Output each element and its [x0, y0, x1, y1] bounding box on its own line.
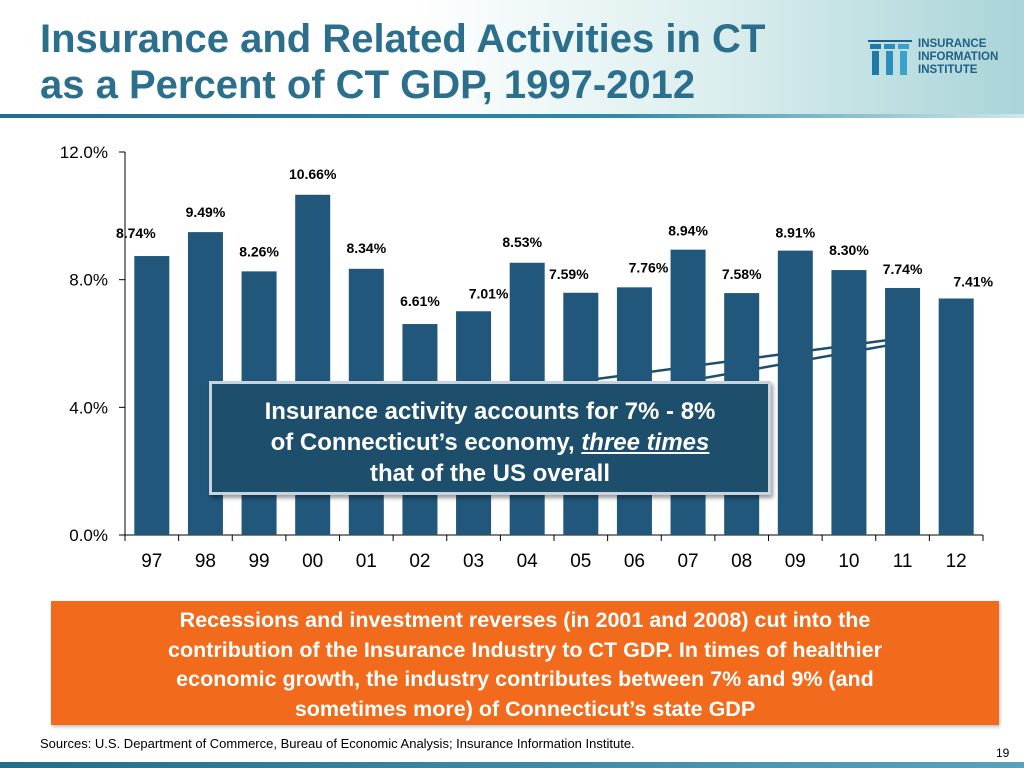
data-label: 7.58% [722, 266, 762, 282]
iii-logo: INSURANCE INFORMATION INSTITUTE [868, 36, 1018, 80]
data-label: 7.59% [549, 266, 589, 282]
callout-line-1: Insurance activity accounts for 7% - 8% [264, 398, 716, 425]
callout-line-2-text: of Connecticut’s economy, [270, 429, 575, 456]
x-tick-label: 97 [141, 551, 162, 572]
data-label: 7.76% [629, 259, 669, 275]
note-line-3: economic growth, the industry contribute… [176, 667, 874, 691]
data-label: 8.74% [116, 225, 156, 241]
note-line-2: contribution of the Insurance Industry t… [168, 637, 882, 662]
x-tick-label: 02 [409, 551, 430, 572]
data-label: 8.26% [239, 243, 279, 259]
data-label: 6.61% [400, 293, 440, 309]
slide-title: Insurance and Related Activities in CT a… [40, 16, 840, 108]
callout-emphasis: three times [581, 429, 710, 456]
x-tick-label: 05 [570, 551, 591, 572]
data-label: 8.91% [775, 225, 815, 241]
data-label: 8.53% [502, 234, 542, 250]
sources-note: Sources: U.S. Department of Commerce, Bu… [40, 736, 635, 751]
x-tick-label: 00 [302, 551, 323, 572]
data-label: 7.41% [953, 273, 993, 289]
x-tick-label: 99 [248, 551, 269, 572]
callout-line-2: of Connecticut’s economy, three times [212, 427, 768, 458]
x-tick-label: 12 [946, 551, 967, 572]
y-tick-label: 0.0% [69, 526, 108, 545]
note-line-4: sometimes more) of Connecticut’s state G… [294, 696, 756, 721]
data-label: 9.49% [186, 204, 226, 220]
data-label: 7.74% [883, 261, 923, 277]
x-tick-label: 03 [463, 551, 484, 572]
x-tick-label: 01 [356, 551, 377, 572]
x-tick-label: 08 [731, 551, 752, 572]
title-line-2: as a Percent of CT GDP, 1997-2012 [40, 63, 696, 107]
x-tick-label: 11 [893, 551, 913, 572]
callout-line-3: that of the US overall [369, 460, 611, 487]
iii-logo-icon [868, 40, 912, 75]
logo-text: INSURANCE INFORMATION INSTITUTE [918, 38, 998, 77]
note-box: Recessions and investment reverses (in 2… [51, 601, 999, 725]
bar-12 [938, 298, 974, 535]
bar-97 [134, 256, 170, 535]
data-label: 8.34% [346, 240, 386, 256]
logo-line-3: INSTITUTE [918, 64, 978, 76]
x-tick-label: 04 [517, 551, 539, 572]
bar-chart: 0.0% 4.0% 8.0% 12.0% 8.74% 97 9.49% 98 8.26% 99 10… [60, 143, 994, 572]
data-label: 8.94% [668, 223, 708, 239]
data-label: 10.66% [289, 166, 337, 182]
page-number: 19 [996, 746, 1010, 760]
title-line-1: Insurance and Related Activities in CT [40, 17, 766, 61]
note-line-1: Recessions and investment reverses (in 2… [179, 608, 871, 632]
y-tick-label: 8.0% [69, 271, 108, 290]
x-tick-label: 10 [838, 551, 859, 572]
x-tick-label: 98 [195, 551, 216, 572]
y-tick-label: 4.0% [69, 398, 108, 417]
y-tick-label: 12.0% [60, 143, 108, 162]
x-tick-label: 06 [624, 551, 645, 572]
header-band [0, 0, 1024, 118]
x-tick-label: 09 [785, 551, 806, 572]
bottom-band [0, 762, 1024, 768]
data-label: 7.01% [469, 285, 509, 301]
bar-10 [831, 270, 867, 535]
x-tick-label: 07 [677, 551, 698, 572]
logo-line-2: INFORMATION [918, 51, 999, 63]
bar-09 [777, 250, 813, 535]
data-label: 8.30% [829, 242, 869, 258]
header-rule [0, 114, 1024, 118]
bar-11 [885, 287, 921, 535]
logo-line-1: INSURANCE [918, 38, 987, 50]
callout-box: Insurance activity accounts for 7% - 8% … [209, 381, 771, 495]
